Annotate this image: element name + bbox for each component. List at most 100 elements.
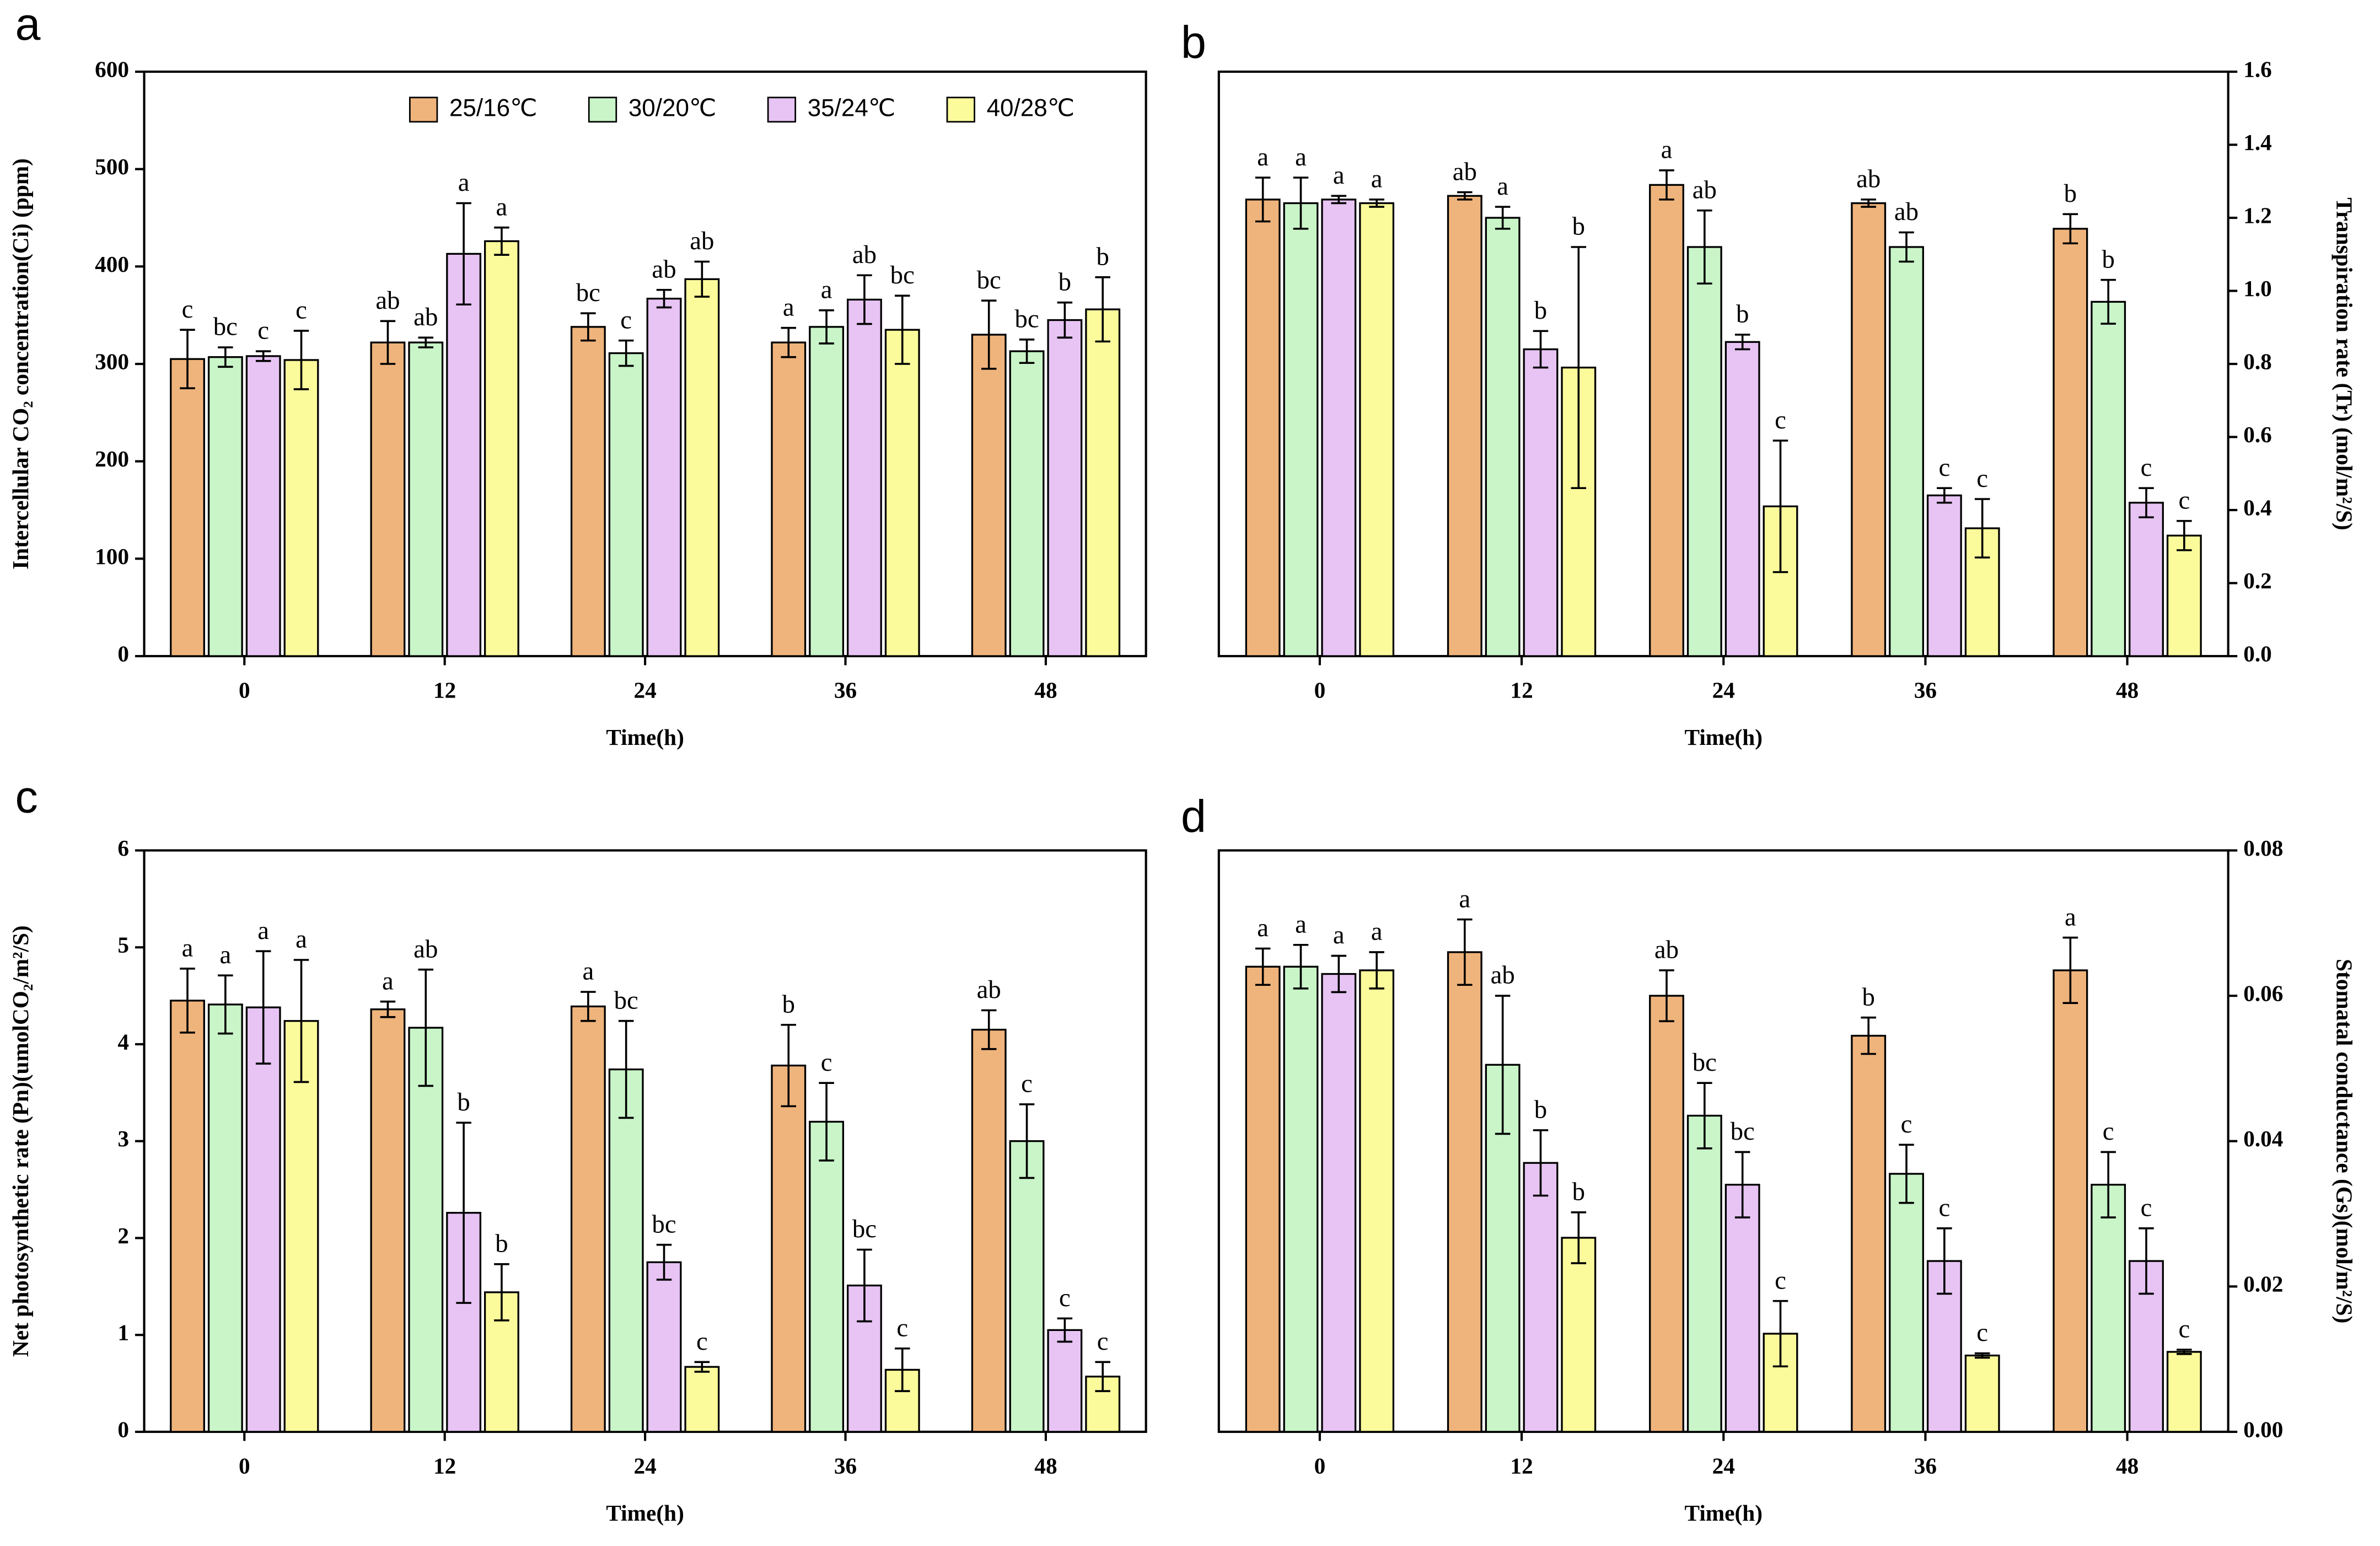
significance-letter: a: [296, 925, 307, 954]
significance-letter: ab: [1894, 197, 1919, 226]
error-bar: [857, 274, 872, 325]
error-bar: [1937, 1227, 1952, 1295]
bar: [1523, 1162, 1559, 1433]
x-tick-label: 36: [1914, 678, 1937, 703]
error-bar: [293, 959, 309, 1083]
error-bar: [618, 1019, 634, 1119]
bar: [1926, 494, 1962, 657]
error-bar: [1331, 954, 1347, 994]
error-bar: [1057, 301, 1073, 339]
bar: [1009, 350, 1045, 657]
significance-letter: a: [1257, 914, 1269, 942]
bar: [1889, 246, 1924, 657]
significance-letter: ab: [652, 255, 676, 283]
error-bar: [895, 294, 910, 365]
error-bar: [1571, 1211, 1587, 1264]
significance-letter: c: [821, 1048, 832, 1077]
bar: [608, 1068, 644, 1433]
error-bar: [2062, 213, 2078, 245]
y-tick-label: 0: [117, 641, 129, 666]
x-tick-label: 12: [1510, 678, 1533, 703]
significance-letter: c: [2178, 486, 2190, 515]
significance-letter: b: [1862, 983, 1874, 1011]
bar: [1321, 198, 1357, 657]
error-bar: [1457, 191, 1473, 201]
bar: [2166, 1351, 2202, 1433]
y-tick-label: 600: [95, 56, 129, 82]
significance-letter: ab: [690, 227, 714, 255]
bar: [646, 1261, 682, 1433]
bar: [1359, 202, 1395, 657]
significance-letter: c: [1059, 1284, 1071, 1312]
significance-letter: c: [182, 295, 194, 324]
bar: [2091, 1184, 2126, 1433]
bar: [1485, 217, 1521, 657]
significance-letter: a: [582, 957, 594, 986]
bar: [1649, 184, 1684, 657]
x-tick-label: 36: [834, 1453, 857, 1478]
x-tick-label: 12: [1510, 1453, 1533, 1478]
x-axis-title: Time(h): [1685, 724, 1763, 750]
significance-letter: b: [495, 1230, 508, 1258]
bar: [370, 341, 406, 657]
bar: [646, 297, 682, 657]
y-axis-title: Transpiration rate (Tr) (mol/m²/S): [2331, 197, 2357, 530]
significance-letter: a: [458, 168, 470, 197]
bar: [1724, 1184, 1760, 1433]
significance-letter: a: [1459, 884, 1470, 913]
error-bar: [581, 312, 596, 342]
bar: [1889, 1173, 1924, 1433]
error-bar: [1899, 231, 1914, 263]
error-bar: [781, 1023, 797, 1108]
bar: [207, 1003, 243, 1433]
bar: [1724, 341, 1760, 657]
legend-swatch: [946, 96, 975, 123]
significance-letter: c: [896, 1313, 908, 1342]
error-bar: [1255, 176, 1271, 223]
significance-letter: c: [2141, 453, 2152, 482]
bar: [1047, 1329, 1083, 1433]
significance-letter: c: [620, 305, 632, 334]
y-tick-label: 0.04: [2243, 1126, 2283, 1151]
significance-letter: a: [1497, 172, 1508, 201]
significance-letter: b: [2064, 179, 2077, 208]
bar: [1359, 969, 1395, 1433]
x-tick-label: 24: [1712, 678, 1735, 703]
error-bar: [1457, 918, 1473, 986]
error-bar: [1095, 1361, 1110, 1392]
error-bar: [1533, 1129, 1549, 1197]
bar: [684, 1366, 720, 1433]
error-bar: [1772, 439, 1788, 573]
y-tick-label: 0.02: [2243, 1271, 2283, 1297]
error-bar: [456, 202, 471, 306]
significance-letter: a: [1295, 143, 1307, 171]
y-tick-label: 2: [117, 1223, 129, 1248]
error-bar: [218, 346, 233, 368]
error-bar: [218, 974, 233, 1035]
bar: [809, 1120, 845, 1433]
significance-letter: b: [1096, 242, 1109, 271]
significance-letter: c: [1976, 464, 1988, 493]
bar: [170, 358, 205, 657]
legend-label: 40/28℃: [987, 94, 1075, 121]
x-tick-label: 48: [2116, 1453, 2139, 1478]
bar: [1447, 951, 1482, 1433]
x-tick-label: 24: [633, 1453, 656, 1478]
bar: [2053, 969, 2088, 1433]
significance-letter: a: [219, 941, 231, 969]
legend-label: 25/16℃: [449, 94, 538, 121]
significance-letter: b: [1572, 212, 1585, 241]
significance-letter: c: [296, 296, 307, 325]
bar: [771, 1064, 807, 1433]
error-bar: [1495, 206, 1511, 230]
significance-letter: c: [1976, 1318, 1988, 1347]
error-bar: [1533, 330, 1549, 369]
error-bar: [1571, 246, 1587, 490]
bar: [1485, 1064, 1521, 1433]
error-bar: [1734, 1151, 1750, 1218]
x-axis-title: Time(h): [1685, 1500, 1763, 1526]
error-bar: [2139, 487, 2154, 519]
error-bar: [2100, 1151, 2116, 1218]
